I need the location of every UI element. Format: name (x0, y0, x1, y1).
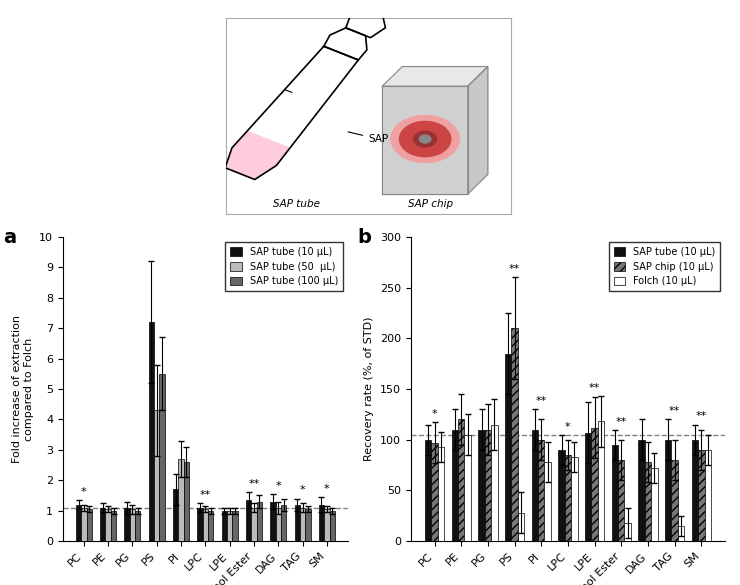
Bar (173, 490, 178, 541)
Bar (76, 505, 81, 541)
Bar (585, 433, 591, 541)
Bar (208, 511, 213, 541)
Text: *: * (300, 486, 306, 495)
Text: *: * (324, 484, 329, 494)
Bar (227, 511, 232, 541)
Bar (178, 459, 184, 541)
Ellipse shape (414, 131, 437, 147)
Text: **: ** (536, 396, 547, 406)
Polygon shape (383, 67, 488, 86)
Legend: SAP tube (10 μL), SAP tube (50  μL), SAP tube (100 μL): SAP tube (10 μL), SAP tube (50 μL), SAP … (226, 242, 343, 291)
Bar (545, 462, 551, 541)
Bar (184, 462, 189, 541)
Bar (591, 428, 598, 541)
Bar (639, 440, 645, 541)
Bar (275, 508, 281, 541)
Legend: SAP tube (10 μL), SAP chip (10 μL), Folch (10 μL): SAP tube (10 μL), SAP chip (10 μL), Folc… (609, 242, 720, 291)
Text: *: * (275, 481, 281, 491)
Ellipse shape (400, 122, 451, 157)
Text: a: a (3, 228, 16, 247)
Text: **: ** (249, 480, 260, 490)
Bar (692, 440, 698, 541)
Bar (485, 429, 491, 541)
Bar (511, 328, 518, 541)
Y-axis label: Recovery rate (%, of STD): Recovery rate (%, of STD) (364, 316, 374, 462)
Bar (612, 445, 618, 541)
Bar (203, 509, 208, 541)
Bar (465, 435, 471, 541)
Text: *: * (431, 410, 437, 419)
Bar (618, 460, 625, 541)
Bar (324, 509, 329, 541)
Text: **: ** (616, 417, 627, 426)
Bar (281, 505, 286, 541)
Bar (154, 410, 159, 541)
Bar (531, 429, 538, 541)
Text: *: * (81, 487, 87, 497)
Bar (478, 429, 485, 541)
Bar (704, 450, 711, 541)
Text: SAP: SAP (348, 132, 388, 144)
Bar (518, 512, 524, 541)
Bar (598, 421, 605, 541)
Bar (87, 509, 92, 541)
Bar (505, 353, 511, 541)
Bar (645, 462, 651, 541)
Text: **: ** (509, 264, 520, 274)
Bar (198, 508, 203, 541)
Bar (257, 501, 262, 541)
Bar (135, 511, 141, 541)
Bar (295, 505, 300, 541)
Ellipse shape (391, 116, 460, 163)
Bar (671, 460, 678, 541)
Bar (538, 440, 545, 541)
Polygon shape (346, 9, 386, 37)
Y-axis label: Fold increase of extraction
compared to Folch: Fold increase of extraction compared to … (12, 315, 33, 463)
Polygon shape (324, 28, 367, 60)
Text: **: ** (669, 407, 680, 417)
Bar (246, 500, 252, 541)
Bar (270, 501, 275, 541)
Bar (491, 425, 497, 541)
Bar (651, 468, 658, 541)
Bar (221, 511, 227, 541)
Bar (571, 457, 577, 541)
Bar (425, 440, 431, 541)
Bar (678, 526, 684, 541)
Text: **: ** (200, 490, 211, 500)
Bar (130, 509, 135, 541)
Bar (559, 450, 565, 541)
Polygon shape (468, 67, 488, 194)
Text: SAP chip: SAP chip (408, 199, 454, 209)
Bar (111, 511, 116, 541)
Bar (665, 440, 671, 541)
Bar (329, 511, 335, 541)
Text: *: * (565, 422, 571, 432)
Polygon shape (225, 132, 289, 180)
Bar (124, 508, 130, 541)
Bar (300, 508, 305, 541)
Bar (698, 450, 704, 541)
Bar (451, 429, 458, 541)
Bar (100, 508, 106, 541)
Bar (149, 322, 154, 541)
Bar (625, 523, 631, 541)
Bar (565, 455, 571, 541)
Bar (305, 509, 311, 541)
Bar (159, 374, 165, 541)
Text: **: ** (589, 383, 600, 393)
Text: SAP tube: SAP tube (273, 199, 320, 209)
Bar (81, 508, 87, 541)
Text: **: ** (696, 411, 707, 421)
Ellipse shape (420, 135, 431, 143)
Bar (438, 447, 444, 541)
Bar (431, 443, 438, 541)
Bar (106, 509, 111, 541)
Bar (319, 505, 324, 541)
Polygon shape (383, 86, 468, 194)
Bar (252, 508, 257, 541)
Text: b: b (357, 228, 371, 247)
Bar (458, 419, 465, 541)
Bar (232, 511, 238, 541)
